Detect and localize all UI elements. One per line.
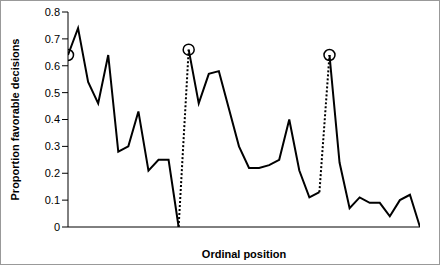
svg-text:0.6: 0.6 [45,60,60,72]
svg-text:0.2: 0.2 [45,167,60,179]
svg-text:0.4: 0.4 [45,113,60,125]
svg-text:0.5: 0.5 [45,87,60,99]
svg-text:0.8: 0.8 [45,6,60,18]
svg-text:0.3: 0.3 [45,140,60,152]
svg-text:0.1: 0.1 [45,194,60,206]
svg-text:Proportion favorable decisions: Proportion favorable decisions [9,39,21,201]
svg-text:0.7: 0.7 [45,33,60,45]
svg-text:0: 0 [54,221,60,233]
svg-text:Ordinal position: Ordinal position [202,248,287,260]
